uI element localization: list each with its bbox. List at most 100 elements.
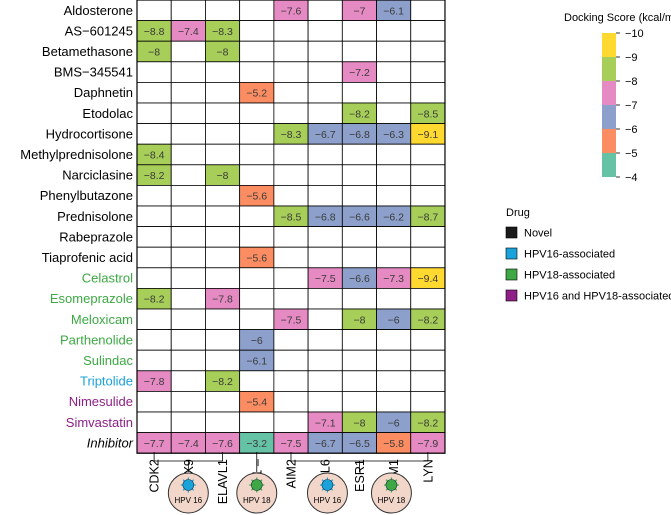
drug-label-triptolide: Triptolide <box>80 374 133 389</box>
drug-label-narciclasine: Narciclasine <box>62 168 133 183</box>
cell-meloxicam-bcl6 <box>307 308 343 331</box>
cell-methylprednisolone-dhx9 <box>170 143 206 166</box>
cell-meloxicam-elavl1 <box>205 308 241 331</box>
cell-phenylbutazone-cdk2 <box>136 184 172 207</box>
cell-meloxicam-hmgb1 <box>239 308 275 331</box>
cell-value-meloxicam-esr1: −8 <box>353 314 365 326</box>
cell-prednisolone-elavl1 <box>205 205 241 228</box>
cell-parthenolide-esr1 <box>341 329 377 351</box>
cell-value-prednisolone-aim2: −8.5 <box>281 211 302 223</box>
cell-rabeprazole-hmgb1 <box>239 226 275 248</box>
colorbar-tick-label: −9 <box>625 52 638 64</box>
cell-value-nimesulide-hmgb1: −5.4 <box>246 397 267 409</box>
cell-celastrol-hmgb1 <box>239 267 275 289</box>
cell-methylprednisolone-elavl1 <box>205 143 241 166</box>
legend-label-hpv18: HPV18-associated <box>524 270 615 282</box>
cell-bms-345541-aim2 <box>273 61 309 83</box>
cell-bms-345541-bcl6 <box>307 61 343 83</box>
drug-label-aldosterone: Aldosterone <box>64 3 133 18</box>
colorbar-tick-label: −8 <box>625 76 638 88</box>
cell-rabeprazole-aim2 <box>273 226 309 248</box>
cell-rabeprazole-bcl6 <box>307 226 343 248</box>
cell-etodolac-icam1 <box>376 102 412 125</box>
drug-label-tiaprofenic-acid: Tiaprofenic acid <box>42 250 133 265</box>
drug-label-sulindac: Sulindac <box>83 353 133 368</box>
legend-label-hpv16: HPV16-associated <box>524 249 615 261</box>
cell-bms-345541-elavl1 <box>205 61 241 83</box>
virus-badge-label: HPV 16 <box>175 496 203 505</box>
virus-icon <box>385 479 398 491</box>
cell-esomeprazole-dhx9 <box>170 287 206 310</box>
cell-value-as-601245-dhx9: −7.4 <box>178 26 199 38</box>
cell-sulindac-bcl6 <box>307 349 343 372</box>
cell-esomeprazole-hmgb1 <box>239 287 275 310</box>
cell-celastrol-aim2 <box>273 267 309 289</box>
colorbar-tick-label: −10 <box>625 28 644 40</box>
cell-narciclasine-dhx9 <box>170 164 206 186</box>
cell-sulindac-dhx9 <box>170 349 206 372</box>
cell-betamethasone-lyn <box>410 40 446 63</box>
cell-esomeprazole-icam1 <box>376 287 412 310</box>
cell-betamethasone-esr1 <box>341 40 377 63</box>
legend-swatch-hpv16 <box>505 247 518 260</box>
drug-label-prednisolone: Prednisolone <box>57 209 133 224</box>
virus-badge-label: HPV 16 <box>314 496 342 505</box>
cell-etodolac-elavl1 <box>205 102 241 125</box>
cell-value-simvastatin-esr1: −8 <box>353 417 365 429</box>
cell-nimesulide-esr1 <box>341 390 377 413</box>
cell-phenylbutazone-dhx9 <box>170 184 206 207</box>
colorbar-segment <box>602 33 616 57</box>
cell-etodolac-bcl6 <box>307 102 343 125</box>
heatmap-grid: −7.6 −7 −6.1 −8.8 −7.4 −8.3 −8 −8 −7.2 −5.2 −8.2 −8… <box>136 0 446 454</box>
cell-phenylbutazone-lyn <box>410 184 446 207</box>
legend-label-novel: Novel <box>524 228 552 240</box>
cell-nimesulide-cdk2 <box>136 390 172 413</box>
cell-as-601245-lyn <box>410 20 446 42</box>
virus-icon <box>250 479 263 491</box>
cell-value-methylprednisolone-cdk2: −8.4 <box>144 150 165 162</box>
cell-narciclasine-aim2 <box>273 164 309 186</box>
cell-value-prednisolone-icam1: −6.2 <box>383 211 404 223</box>
drug-label-rabeprazole: Rabeprazole <box>59 229 133 244</box>
cell-value-triptolide-elavl1: −8.2 <box>212 376 233 388</box>
cell-value-betamethasone-cdk2: −8 <box>148 47 160 59</box>
virus-badge-1: HPV 18 <box>236 472 278 514</box>
drug-label-methylprednisolone: Methylprednisolone <box>20 147 133 162</box>
cell-sulindac-lyn <box>410 349 446 372</box>
cell-betamethasone-aim2 <box>273 40 309 63</box>
virus-badge-2: HPV 16 <box>306 472 348 514</box>
cell-simvastatin-cdk2 <box>136 411 172 434</box>
cell-value-sulindac-hmgb1: −6.1 <box>246 356 267 368</box>
cell-parthenolide-cdk2 <box>136 329 172 351</box>
gene-label-lyn: LYN <box>421 459 435 482</box>
cell-as-601245-bcl6 <box>307 20 343 42</box>
cell-value-inhibitor-elavl1: −7.6 <box>212 438 233 450</box>
colorbar-title: Docking Score (kcal/mol) <box>564 12 671 24</box>
cell-daphnetin-elavl1 <box>205 82 241 104</box>
cell-parthenolide-aim2 <box>273 329 309 351</box>
cell-sulindac-cdk2 <box>136 349 172 372</box>
cell-as-601245-icam1 <box>376 20 412 42</box>
cell-value-betamethasone-elavl1: −8 <box>217 47 229 59</box>
cell-value-esomeprazole-cdk2: −8.2 <box>144 294 165 306</box>
cell-celastrol-cdk2 <box>136 267 172 289</box>
virus-badge-label: HPV 18 <box>378 496 406 505</box>
cell-etodolac-dhx9 <box>170 102 206 125</box>
colorbar-tick-label: −6 <box>625 124 638 136</box>
cell-daphnetin-bcl6 <box>307 82 343 104</box>
cell-value-celastrol-lyn: −9.4 <box>418 273 439 285</box>
cell-value-hydrocortisone-aim2: −8.3 <box>281 129 302 141</box>
cell-narciclasine-lyn <box>410 164 446 186</box>
cell-value-inhibitor-esr1: −6.5 <box>349 438 370 450</box>
cell-simvastatin-hmgb1 <box>239 411 275 434</box>
cell-nimesulide-bcl6 <box>307 390 343 413</box>
cell-nimesulide-dhx9 <box>170 390 206 413</box>
cell-phenylbutazone-bcl6 <box>307 184 343 207</box>
cell-value-inhibitor-lyn: −7.9 <box>418 438 439 450</box>
colorbar-segment <box>602 105 616 129</box>
cell-parthenolide-elavl1 <box>205 329 241 351</box>
cell-value-celastrol-bcl6: −7.5 <box>315 273 336 285</box>
cell-celastrol-dhx9 <box>170 267 206 289</box>
virus-icon <box>321 479 334 491</box>
cell-triptolide-hmgb1 <box>239 370 275 392</box>
